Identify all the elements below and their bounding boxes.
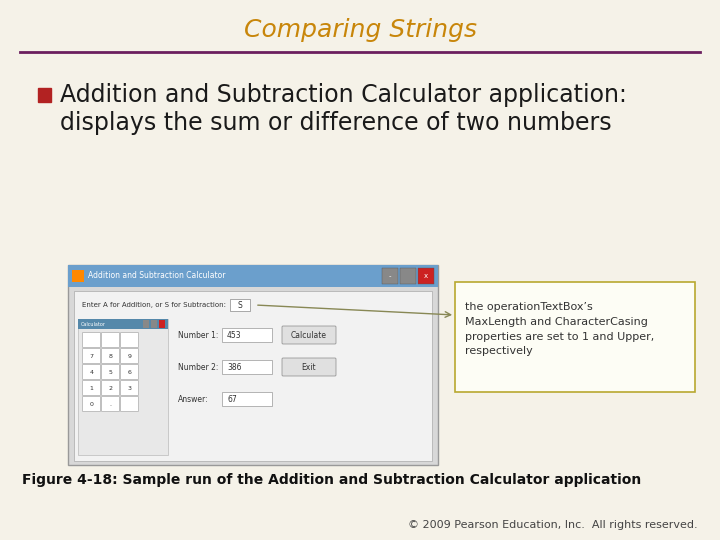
FancyBboxPatch shape: [120, 381, 138, 395]
FancyBboxPatch shape: [102, 381, 120, 395]
FancyBboxPatch shape: [83, 381, 101, 395]
FancyBboxPatch shape: [120, 348, 138, 363]
Text: © 2009 Pearson Education, Inc.  All rights reserved.: © 2009 Pearson Education, Inc. All right…: [408, 520, 698, 530]
FancyBboxPatch shape: [102, 364, 120, 380]
Bar: [68, 265, 438, 465]
FancyBboxPatch shape: [120, 333, 138, 348]
Text: 3: 3: [127, 386, 132, 390]
Text: .: .: [109, 402, 112, 407]
Text: 1: 1: [89, 386, 94, 390]
Text: 4: 4: [89, 369, 94, 375]
Text: 386: 386: [227, 362, 241, 372]
Bar: [68, 265, 438, 287]
Text: Addition and Subtraction Calculator application:: Addition and Subtraction Calculator appl…: [60, 83, 627, 107]
Text: Enter A for Addition, or S for Subtraction:: Enter A for Addition, or S for Subtracti…: [82, 302, 226, 308]
Text: 8: 8: [109, 354, 112, 359]
Text: Exit: Exit: [302, 362, 316, 372]
Bar: [455, 282, 695, 392]
Bar: [78, 319, 168, 329]
Bar: [151, 320, 157, 328]
Text: 5: 5: [109, 369, 112, 375]
Bar: [222, 392, 272, 406]
Bar: [38, 88, 51, 102]
Text: 0: 0: [89, 402, 94, 407]
Text: the operationTextBox’s
MaxLength and CharacterCasing
properties are set to 1 and: the operationTextBox’s MaxLength and Cha…: [465, 302, 654, 356]
FancyBboxPatch shape: [102, 333, 120, 348]
Text: Addition and Subtraction Calculator: Addition and Subtraction Calculator: [88, 272, 225, 280]
FancyBboxPatch shape: [282, 326, 336, 344]
Text: Calculator: Calculator: [81, 321, 106, 327]
Text: -: -: [389, 273, 391, 279]
FancyBboxPatch shape: [282, 358, 336, 376]
Text: Number 1:: Number 1:: [178, 330, 218, 340]
Text: x: x: [424, 273, 428, 279]
FancyBboxPatch shape: [102, 348, 120, 363]
Bar: [74, 291, 432, 461]
Bar: [400, 268, 416, 284]
FancyBboxPatch shape: [83, 396, 101, 411]
Bar: [222, 328, 272, 342]
Bar: [78, 319, 168, 455]
Text: displays the sum or difference of two numbers: displays the sum or difference of two nu…: [60, 111, 611, 135]
Bar: [222, 360, 272, 374]
Bar: [159, 320, 165, 328]
FancyBboxPatch shape: [83, 364, 101, 380]
FancyBboxPatch shape: [120, 364, 138, 380]
Bar: [230, 299, 250, 311]
Text: 2: 2: [109, 386, 112, 390]
Text: 6: 6: [127, 369, 132, 375]
Bar: [72, 270, 84, 282]
Text: 67: 67: [227, 395, 237, 403]
FancyBboxPatch shape: [120, 396, 138, 411]
Text: Number 2:: Number 2:: [178, 362, 218, 372]
Text: 7: 7: [89, 354, 94, 359]
FancyBboxPatch shape: [83, 348, 101, 363]
Bar: [143, 320, 149, 328]
Text: Figure 4-18: Sample run of the Addition and Subtraction Calculator application: Figure 4-18: Sample run of the Addition …: [22, 473, 642, 487]
Text: S: S: [238, 300, 243, 309]
FancyBboxPatch shape: [83, 333, 101, 348]
Text: Answer:: Answer:: [178, 395, 209, 403]
Text: 9: 9: [127, 354, 132, 359]
Text: 453: 453: [227, 330, 242, 340]
Bar: [382, 268, 398, 284]
Bar: [418, 268, 434, 284]
Text: Calculate: Calculate: [291, 330, 327, 340]
Text: Comparing Strings: Comparing Strings: [243, 18, 477, 42]
FancyBboxPatch shape: [102, 396, 120, 411]
